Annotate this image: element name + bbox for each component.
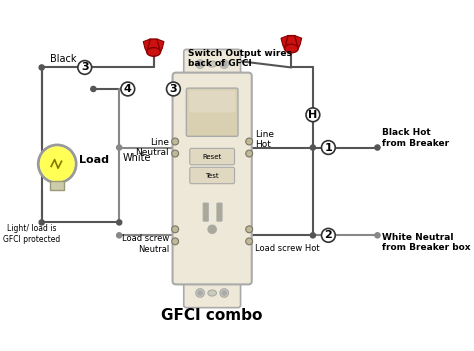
Text: 1: 1 xyxy=(325,143,332,153)
Text: H: H xyxy=(308,110,318,120)
Ellipse shape xyxy=(208,290,217,296)
FancyBboxPatch shape xyxy=(184,49,241,79)
Circle shape xyxy=(196,289,204,297)
Circle shape xyxy=(198,62,202,66)
Text: Black Hot
from Breaker: Black Hot from Breaker xyxy=(382,128,449,148)
Circle shape xyxy=(117,233,122,238)
Ellipse shape xyxy=(147,48,161,56)
Polygon shape xyxy=(147,39,161,52)
Circle shape xyxy=(196,60,204,68)
Text: Switch Output wires
back of GFCI: Switch Output wires back of GFCI xyxy=(188,48,292,68)
Circle shape xyxy=(222,62,227,66)
Circle shape xyxy=(321,141,335,154)
Circle shape xyxy=(375,145,380,150)
FancyBboxPatch shape xyxy=(190,148,235,165)
Text: 3: 3 xyxy=(170,84,177,94)
Text: 3: 3 xyxy=(81,62,89,72)
Circle shape xyxy=(246,238,253,245)
FancyBboxPatch shape xyxy=(184,278,241,307)
Circle shape xyxy=(40,147,74,181)
Circle shape xyxy=(172,226,179,233)
Circle shape xyxy=(222,291,227,295)
Circle shape xyxy=(198,291,202,295)
Circle shape xyxy=(246,226,253,233)
Circle shape xyxy=(208,225,217,234)
Circle shape xyxy=(38,145,76,183)
Text: Test: Test xyxy=(205,172,219,179)
Circle shape xyxy=(375,233,380,238)
Circle shape xyxy=(321,229,335,242)
FancyBboxPatch shape xyxy=(50,181,64,190)
FancyBboxPatch shape xyxy=(217,203,222,221)
Circle shape xyxy=(172,138,179,145)
Circle shape xyxy=(166,82,180,96)
Circle shape xyxy=(172,150,179,157)
FancyBboxPatch shape xyxy=(173,73,252,284)
Ellipse shape xyxy=(208,61,217,67)
Text: White: White xyxy=(123,153,151,163)
Polygon shape xyxy=(295,35,301,48)
Circle shape xyxy=(39,65,44,70)
Text: Reset: Reset xyxy=(202,153,222,160)
Circle shape xyxy=(306,108,320,122)
Circle shape xyxy=(117,145,122,150)
Polygon shape xyxy=(143,39,150,52)
Text: Load screw Hot: Load screw Hot xyxy=(255,244,320,253)
Text: Line
Neutral: Line Neutral xyxy=(136,138,169,157)
Circle shape xyxy=(172,238,179,245)
Text: 4: 4 xyxy=(124,84,132,94)
Circle shape xyxy=(246,138,253,145)
Circle shape xyxy=(310,145,316,150)
Polygon shape xyxy=(157,39,164,52)
FancyBboxPatch shape xyxy=(203,203,208,221)
FancyBboxPatch shape xyxy=(189,91,236,113)
FancyBboxPatch shape xyxy=(186,88,238,136)
FancyBboxPatch shape xyxy=(190,167,235,184)
Text: GFCI combo: GFCI combo xyxy=(162,308,263,323)
Circle shape xyxy=(246,150,253,157)
Circle shape xyxy=(117,220,122,225)
Text: Load screw
Neutral: Load screw Neutral xyxy=(122,234,169,254)
Circle shape xyxy=(220,289,228,297)
Circle shape xyxy=(220,60,228,68)
Circle shape xyxy=(78,61,91,74)
Text: Light/ load is
GFCI protected: Light/ load is GFCI protected xyxy=(3,224,60,244)
Circle shape xyxy=(310,233,316,238)
Text: Load: Load xyxy=(79,154,109,165)
Text: Line
Hot: Line Hot xyxy=(255,130,274,150)
Polygon shape xyxy=(281,35,288,48)
Circle shape xyxy=(121,82,135,96)
Circle shape xyxy=(91,86,96,92)
Text: 2: 2 xyxy=(325,230,332,240)
Circle shape xyxy=(39,220,44,225)
Text: Black: Black xyxy=(50,54,77,64)
Ellipse shape xyxy=(284,44,298,53)
Polygon shape xyxy=(284,35,298,48)
Text: White Neutral
from Breaker box: White Neutral from Breaker box xyxy=(382,232,470,252)
